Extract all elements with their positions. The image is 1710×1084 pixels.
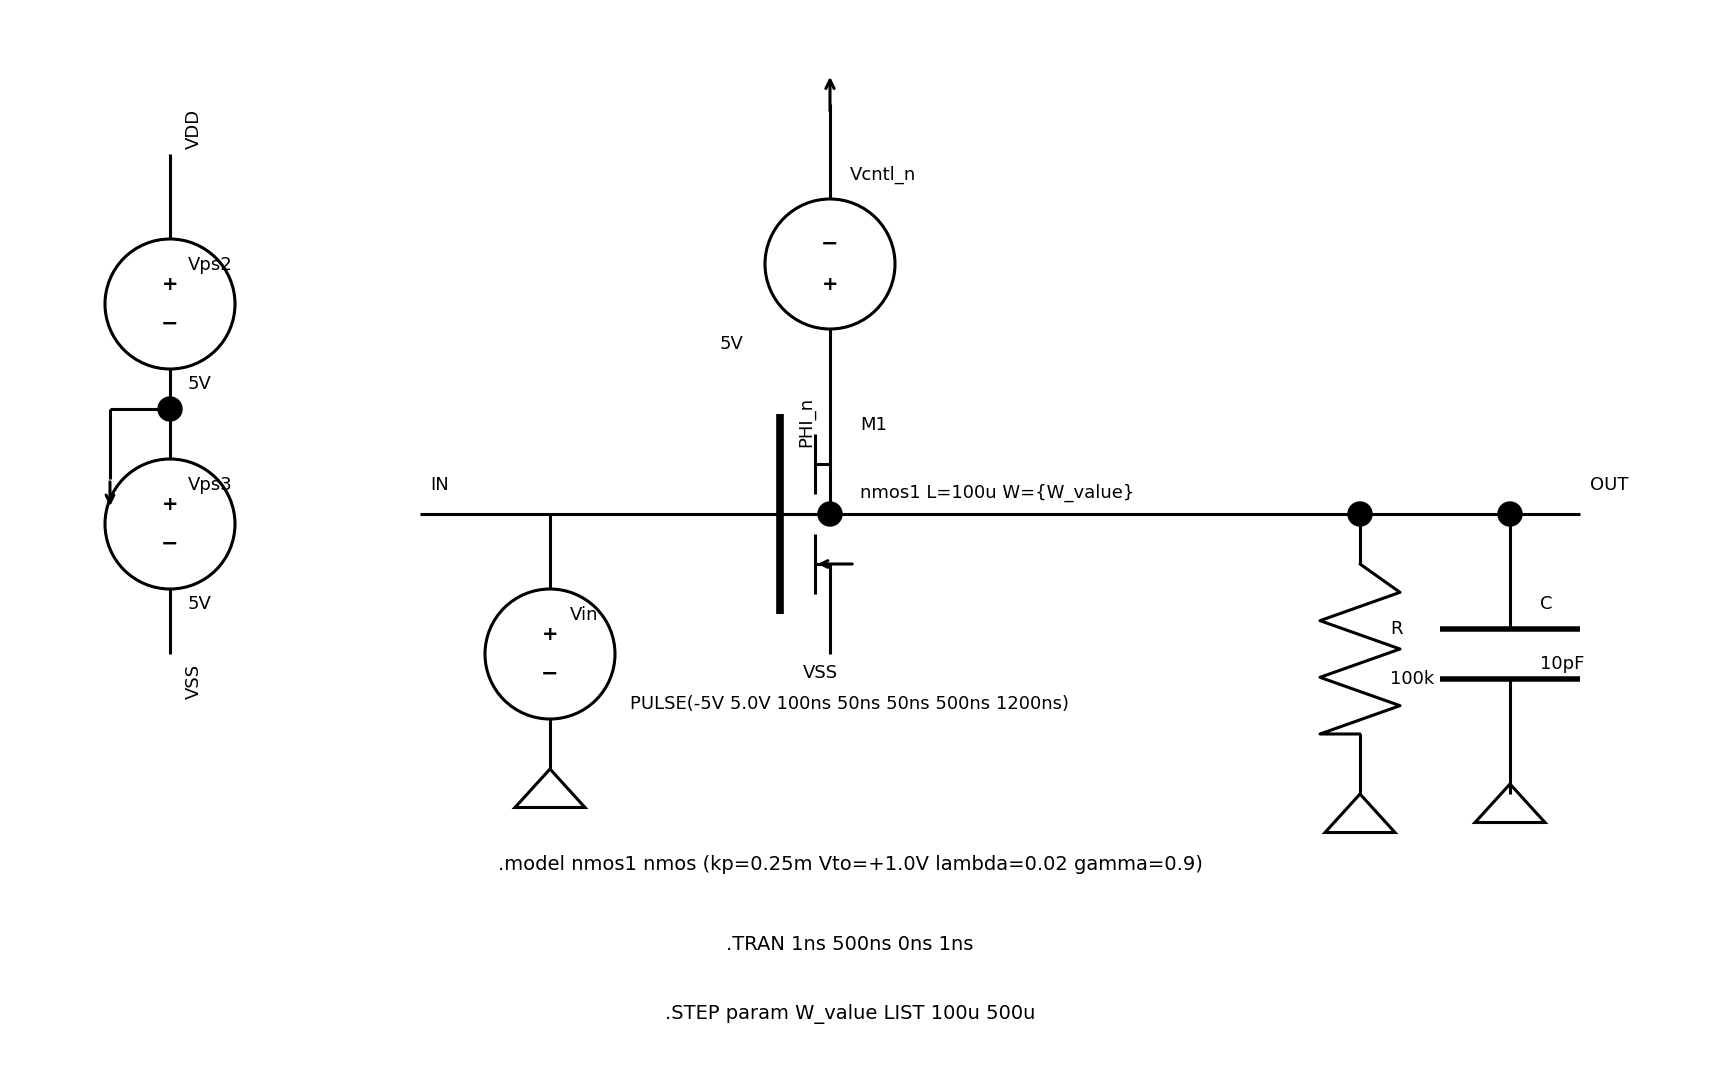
Circle shape (1347, 502, 1371, 526)
Text: +: + (542, 624, 557, 644)
Text: −: − (542, 664, 559, 684)
Text: .model nmos1 nmos (kp=0.25m Vto=+1.0V lambda=0.02 gamma=0.9): .model nmos1 nmos (kp=0.25m Vto=+1.0V la… (498, 854, 1202, 874)
Circle shape (1498, 502, 1522, 526)
Text: Vps2: Vps2 (188, 256, 233, 274)
Text: R: R (1390, 620, 1402, 638)
Text: M1: M1 (860, 416, 887, 434)
Text: 10pF: 10pF (1541, 655, 1585, 673)
Text: Vin: Vin (569, 606, 598, 624)
Text: .STEP param W_value LIST 100u 500u: .STEP param W_value LIST 100u 500u (665, 1004, 1035, 1024)
Text: +: + (162, 494, 178, 514)
Text: −: − (821, 234, 838, 254)
Text: Vcntl_n: Vcntl_n (850, 166, 917, 184)
Text: OUT: OUT (1590, 476, 1628, 494)
Circle shape (817, 502, 841, 526)
Text: VSS: VSS (802, 664, 838, 682)
Text: VSS: VSS (185, 664, 203, 699)
Text: nmos1 L=100u W={W_value}: nmos1 L=100u W={W_value} (860, 483, 1134, 502)
Text: PULSE(-5V 5.0V 100ns 50ns 50ns 500ns 1200ns): PULSE(-5V 5.0V 100ns 50ns 50ns 500ns 120… (629, 695, 1069, 713)
Text: +: + (162, 274, 178, 294)
Text: .TRAN 1ns 500ns 0ns 1ns: .TRAN 1ns 500ns 0ns 1ns (727, 934, 973, 954)
Text: C: C (1541, 595, 1553, 612)
Text: PHI_n: PHI_n (797, 397, 816, 447)
Text: +: + (823, 274, 838, 294)
Text: Vps3: Vps3 (188, 476, 233, 494)
Text: IN: IN (429, 476, 448, 494)
Text: 5V: 5V (720, 335, 744, 353)
Text: VDD: VDD (185, 108, 203, 149)
Text: −: − (161, 534, 180, 554)
Circle shape (157, 397, 181, 421)
Text: 100k: 100k (1390, 670, 1435, 688)
Text: −: − (161, 314, 180, 334)
Text: 5V: 5V (188, 595, 212, 612)
Text: 5V: 5V (188, 375, 212, 393)
